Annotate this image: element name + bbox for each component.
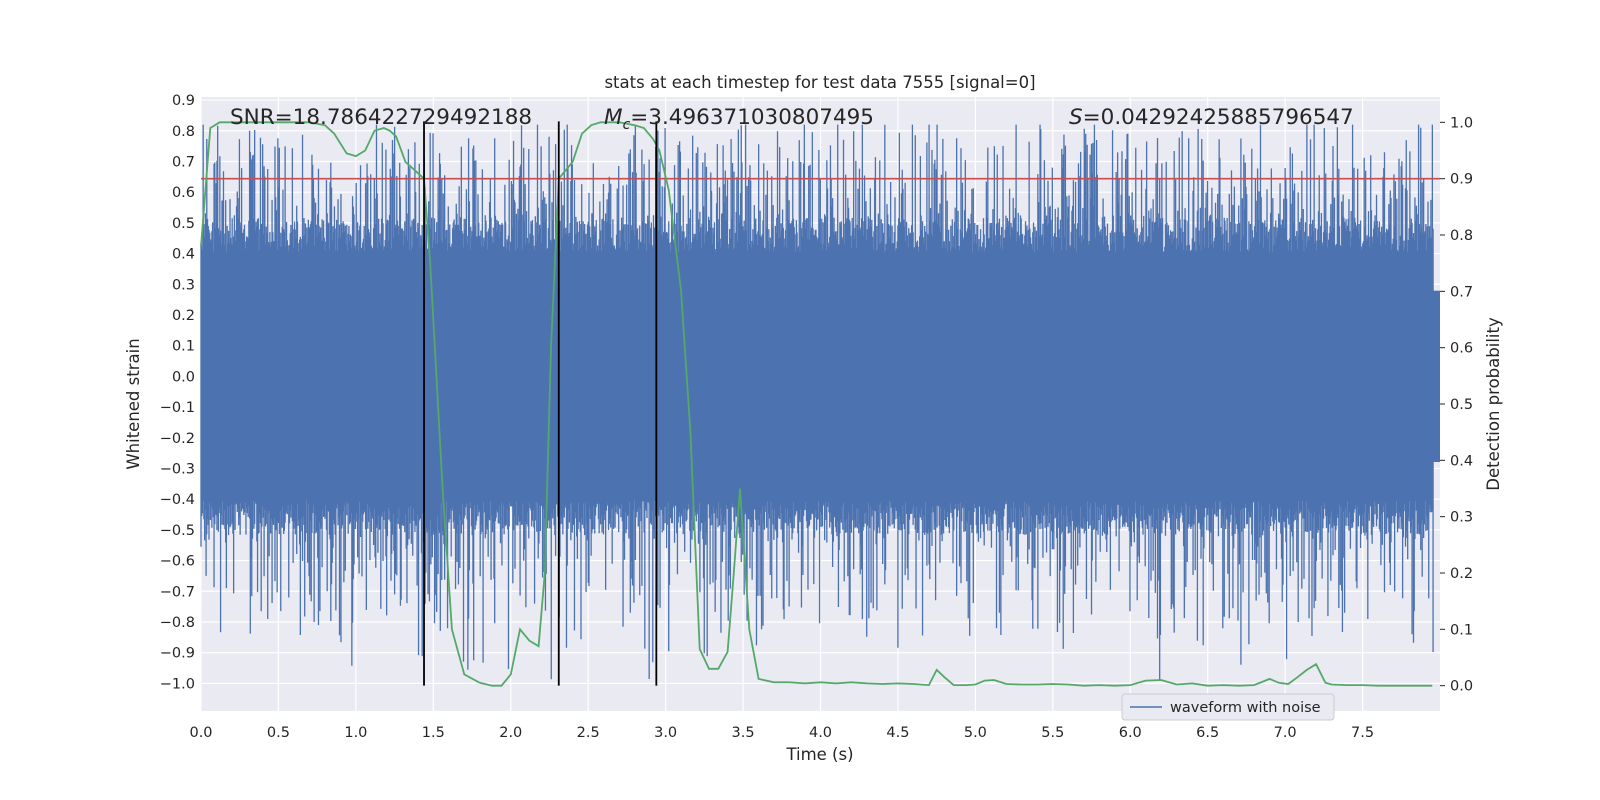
y-left-tick-label: 0.9 [172,93,195,109]
y-left-tick-label: −0.4 [160,492,195,508]
y-left-tick-label: 0.4 [172,247,195,263]
x-tick-label: 3.5 [732,725,755,741]
x-tick-label: 7.5 [1351,725,1374,741]
waveform-core [201,290,1440,463]
y-left-tick-label: 0.1 [172,339,195,355]
x-tick-label: 4.0 [809,725,832,741]
x-tick-label: 5.5 [1041,725,1064,741]
y-left-tick-label: −0.7 [160,584,195,600]
detection-probability-line [200,121,1433,687]
x-tick-label: 1.0 [344,725,367,741]
legend-box [1121,693,1335,721]
x-tick-label: 4.5 [886,725,909,741]
y-right-tick-label: 1.0 [1450,115,1473,131]
legend-label: waveform with noise [1170,700,1321,716]
y-right-tick-label: 0.8 [1450,228,1473,244]
y-left-tick-label: −0.9 [160,646,195,662]
y-left-tick-label: −0.3 [160,461,195,477]
y-left-tick-label: 0.3 [172,277,195,293]
y-axis-label-right: Detection probability [1484,317,1503,491]
y-right-tick-label: 0.5 [1450,397,1473,413]
y-left-tick-label: 0.2 [172,308,195,324]
x-tick-label: 2.5 [577,725,600,741]
snr-annotation: SNR=18.786422729492188 [230,105,532,130]
waveform-with-noise-series [200,124,1440,680]
x-tick-label: 6.5 [1196,725,1219,741]
chart-title: stats at each timestep for test data 755… [604,73,1035,92]
s-annotation: S=0.04292425885796547 [1069,105,1354,130]
chirp-mass-annotation: Mc=3.496371030807495 [604,105,874,133]
y-left-tick-labels: 0.9 0.8 0.7 0.6 0.5 0.4 0.3 0.2 0.1 0.0 −0.1 −0.2 −0… [160,93,195,692]
x-tick-label: 7.0 [1274,725,1297,741]
x-tick-labels: 0.0 0.5 1.0 1.5 2.0 2.5 3.0 3.5 4.0 4.5 5.0 5.5 6.0 6… [189,725,1374,741]
x-tick-label: 0.0 [189,725,212,741]
y-left-tick-label: 0.0 [172,369,195,385]
y-left-tick-label: −1.0 [160,676,195,692]
y-left-tick-label: −0.5 [160,523,195,539]
y-left-tick-label: 0.6 [172,185,195,201]
y-right-tick-label: 0.6 [1450,341,1473,357]
y-left-tick-label: −0.1 [160,400,195,416]
y-right-tick-labels: 1.0 0.9 0.8 0.7 0.6 0.5 0.4 0.3 0.2 0.1 0.0 [1440,115,1473,695]
y-right-tick-label: 0.4 [1450,453,1473,469]
y-right-tick-label: 0.3 [1450,510,1473,526]
x-tick-label: 6.0 [1119,725,1142,741]
y-left-tick-label: 0.5 [172,216,195,232]
x-tick-label: 5.0 [964,725,987,741]
y-left-tick-label: −0.8 [160,615,195,631]
x-tick-label: 2.0 [499,725,522,741]
vertical-markers [423,121,658,686]
y-left-tick-label: 0.8 [172,124,195,140]
y-left-tick-label: 0.7 [172,154,195,170]
legend: waveform with noise [1121,693,1335,721]
y-right-tick-label: 0.2 [1450,566,1473,582]
detection-probability-series [200,121,1433,687]
x-axis-label: Time (s) [785,745,853,764]
y-right-tick-label: 0.7 [1450,284,1473,300]
y-left-tick-label: −0.2 [160,431,195,447]
x-tick-label: 1.5 [422,725,445,741]
y-right-tick-label: 0.0 [1450,679,1473,695]
x-tick-label: 3.0 [654,725,677,741]
y-axis-label-left: Whitened strain [124,338,143,469]
y-right-tick-label: 0.1 [1450,622,1473,638]
y-left-tick-label: −0.6 [160,554,195,570]
x-tick-label: 0.5 [267,725,290,741]
y-right-tick-label: 0.9 [1450,172,1473,188]
